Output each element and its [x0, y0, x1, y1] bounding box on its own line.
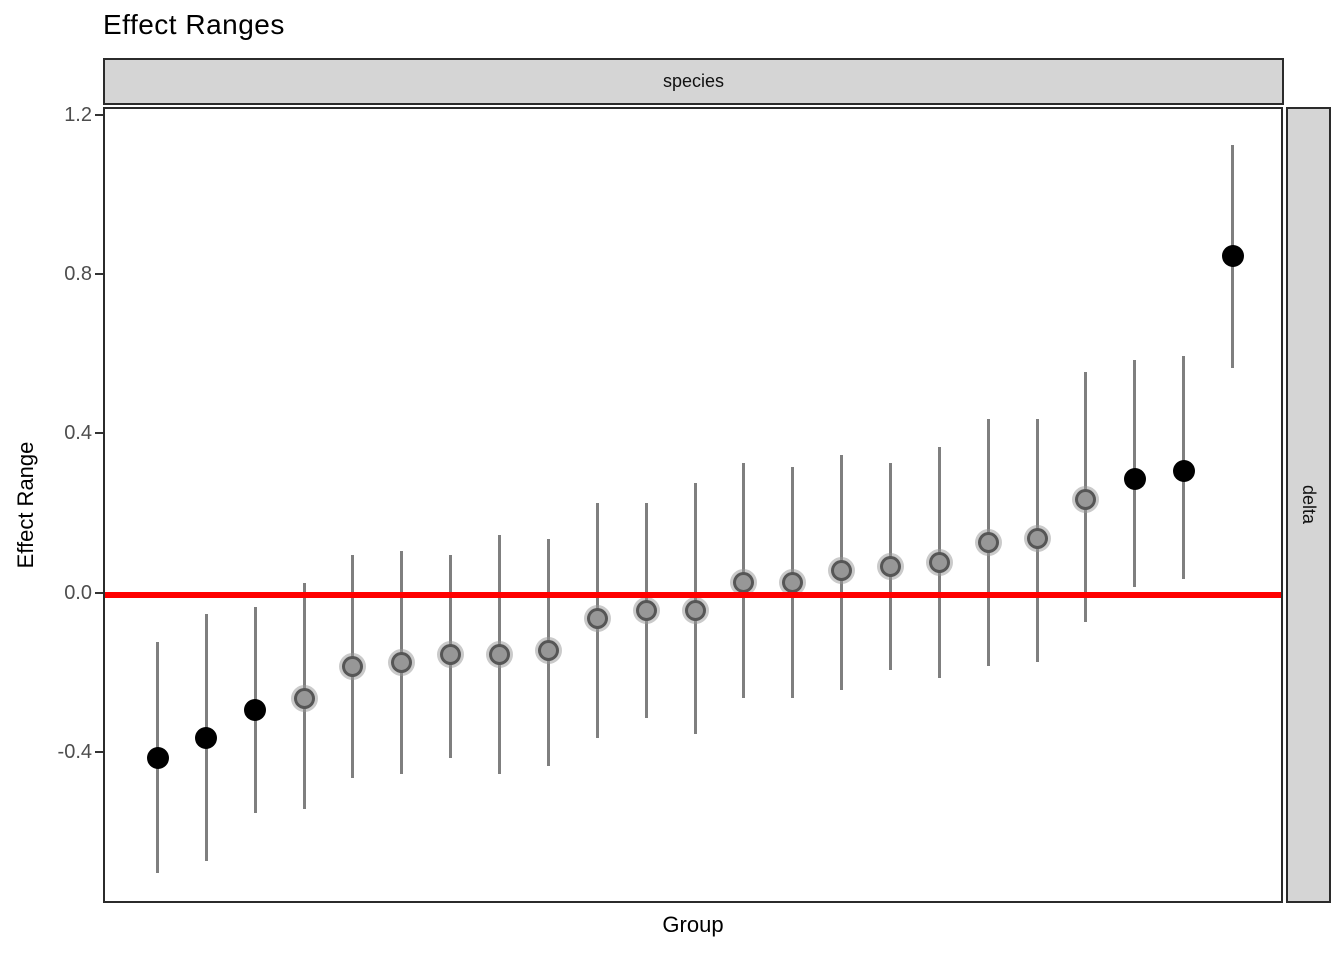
point-marker	[977, 532, 999, 554]
point-marker-significant	[195, 726, 218, 749]
zero-reference-line	[105, 591, 1281, 598]
point-marker	[782, 572, 804, 594]
y-tick-label: 0.0	[64, 581, 92, 604]
point-marker-significant	[146, 746, 169, 769]
point-marker	[928, 552, 950, 574]
point-marker	[293, 687, 315, 709]
point-marker-significant	[1123, 468, 1146, 491]
facet-strip-top-label: species	[662, 71, 725, 91]
facet-strip-delta: delta	[1286, 107, 1331, 903]
point-marker	[537, 639, 559, 661]
point-marker	[635, 599, 657, 621]
y-axis-label: Effect Range	[13, 441, 38, 569]
y-tick-mark	[95, 113, 103, 116]
plot-title: Effect Ranges	[103, 9, 285, 40]
point-marker	[391, 651, 413, 673]
point-marker	[586, 607, 608, 629]
y-tick-mark	[95, 591, 103, 594]
y-tick-mark	[95, 273, 103, 276]
facet-strip-species: species	[103, 58, 1284, 105]
point-marker	[1026, 528, 1048, 550]
point-marker	[1075, 488, 1097, 510]
point-marker	[684, 599, 706, 621]
point-marker-significant	[1172, 460, 1195, 483]
y-tick-label: 0.8	[64, 263, 92, 286]
point-marker	[440, 643, 462, 665]
y-tick-mark	[95, 750, 103, 753]
x-axis-label: Group	[662, 912, 724, 937]
y-tick-label: -0.4	[57, 740, 92, 763]
y-tick-mark	[95, 432, 103, 435]
point-marker	[342, 655, 364, 677]
y-tick-label: 0.4	[64, 422, 92, 445]
point-marker	[831, 560, 853, 582]
facet-strip-right-label: delta	[1299, 485, 1319, 525]
point-marker-significant	[244, 698, 267, 721]
point-marker	[733, 572, 755, 594]
y-tick-label: 1.2	[64, 103, 92, 126]
point-marker	[489, 643, 511, 665]
point-marker	[879, 556, 901, 578]
point-marker-significant	[1221, 245, 1244, 268]
plot-panel	[103, 107, 1283, 903]
